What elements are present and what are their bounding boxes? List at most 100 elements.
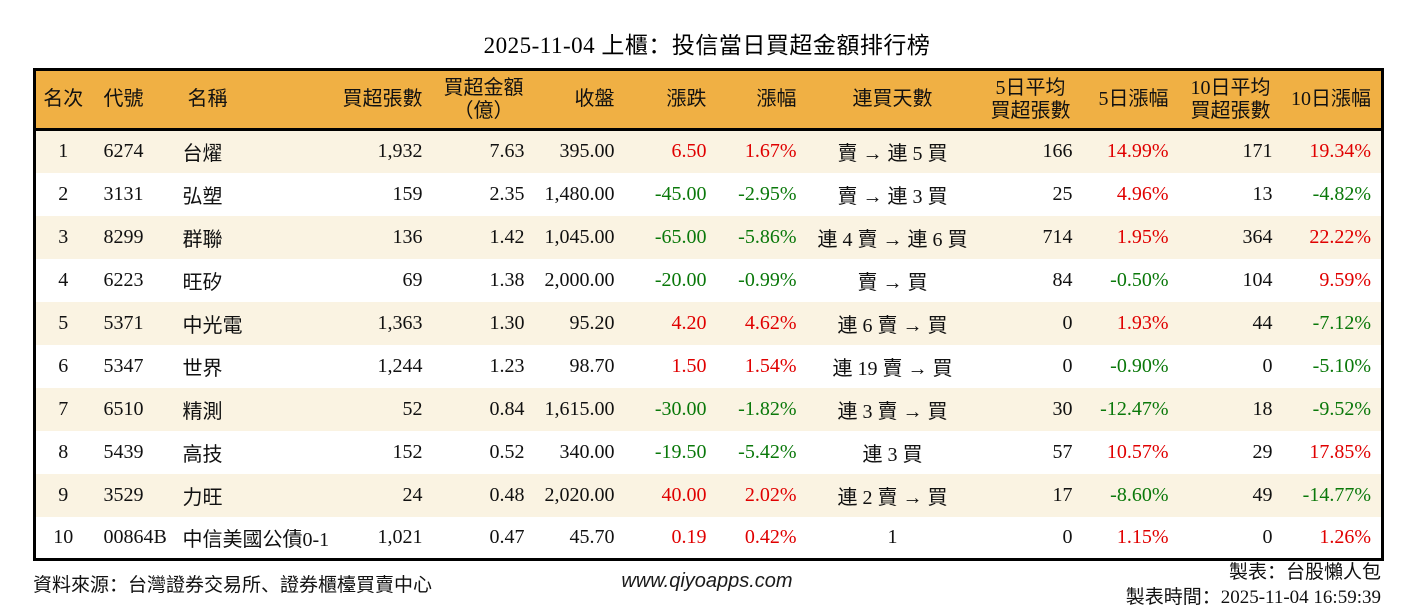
cell-chgpct: 4.62% <box>744 311 797 334</box>
cell-pct10: 9.59% <box>1319 268 1371 291</box>
cell-chg: 4.20 <box>671 311 707 334</box>
cell-close: 95.20 <box>569 311 615 334</box>
cell-chgpct: -5.42% <box>738 440 797 463</box>
cell-pct10: 19.34% <box>1309 140 1371 163</box>
table-row: 9 3529 力旺 24 0.48 2,020.00 40.00 2.02% 連 2 賣 → 買… <box>34 473 1383 517</box>
cell-amount: 0.84 <box>489 397 525 420</box>
cell-avg10: 44 <box>1252 311 1273 334</box>
cell-pct10: -4.82% <box>1312 182 1371 205</box>
cell-chgpct: -1.82% <box>738 397 797 420</box>
cell-rank: 9 <box>58 483 69 506</box>
cell-avg5: 166 <box>1042 140 1073 163</box>
cell-vol: 69 <box>402 268 423 291</box>
cell-name: 弘塑 <box>182 185 223 208</box>
cell-chg: 1.50 <box>671 354 707 377</box>
table-row: 7 6510 精測 52 0.84 1,615.00 -30.00 -1.82% 連 3 賣 →… <box>34 387 1383 431</box>
made-time-label: 製表時間：2025-11-04 16:59:39 <box>1125 587 1381 608</box>
column-header-vol: 買超張數 <box>342 88 423 110</box>
cell-avg5: 84 <box>1052 268 1073 291</box>
cell-name: 世界 <box>182 357 223 380</box>
cell-chgpct: -2.95% <box>738 182 797 205</box>
cell-chgpct: -5.86% <box>738 225 797 248</box>
cell-pct5: -8.60% <box>1110 483 1169 506</box>
cell-chgpct: 0.42% <box>744 525 797 548</box>
cell-rank: 2 <box>58 182 69 205</box>
cell-amount: 7.63 <box>489 140 525 163</box>
cell-avg10: 364 <box>1242 225 1273 248</box>
cell-amount: 1.30 <box>489 311 525 334</box>
page-title: 2025-11-04 上櫃：投信當日買超金額排行榜 <box>483 33 931 58</box>
cell-avg10: 49 <box>1252 483 1273 506</box>
cell-chgpct: 1.54% <box>744 354 797 377</box>
cell-pct5: -0.50% <box>1110 268 1169 291</box>
cell-chg: -30.00 <box>654 397 707 420</box>
cell-pct5: 14.99% <box>1106 140 1169 163</box>
cell-chg: -45.00 <box>654 182 707 205</box>
cell-avg5: 0 <box>1062 354 1073 377</box>
cell-vol: 159 <box>392 182 423 205</box>
cell-chg: 0.19 <box>671 525 707 548</box>
cell-chg: -19.50 <box>654 440 707 463</box>
cell-pct5: 1.95% <box>1116 225 1169 248</box>
cell-rank: 3 <box>58 225 69 248</box>
cell-pct10: 22.22% <box>1309 225 1371 248</box>
cell-close: 1,045.00 <box>544 225 615 248</box>
cell-avg10: 0 <box>1262 354 1273 377</box>
cell-avg10: 104 <box>1242 268 1273 291</box>
cell-vol: 136 <box>392 225 423 248</box>
cell-close: 45.70 <box>569 525 615 548</box>
cell-avg10: 29 <box>1252 440 1273 463</box>
cell-name: 台燿 <box>182 143 223 166</box>
cell-close: 1,480.00 <box>544 182 615 205</box>
cell-rank: 6 <box>58 354 69 377</box>
website-link[interactable]: www.qiyoapps.com <box>621 570 793 592</box>
cell-name: 高技 <box>182 443 223 466</box>
cell-code: 00864B <box>103 525 167 548</box>
cell-streak: 連 3 買 <box>862 443 923 466</box>
cell-vol: 152 <box>392 440 423 463</box>
data-source-note: 資料來源：台灣證券交易所、證券櫃檯買賣中心 <box>33 575 433 596</box>
cell-streak: 連 4 賣 → 連 6 買 <box>817 228 968 251</box>
cell-code: 6223 <box>103 268 144 291</box>
cell-avg10: 171 <box>1242 140 1273 163</box>
cell-avg5: 25 <box>1052 182 1073 205</box>
table-header-row: 名次 代號 名稱 買超張數 買超金額 （億） 收盤 漲跌 漲幅 連買天數 5日平均 買超張數 5日漲… <box>34 69 1383 130</box>
cell-pct10: 1.26% <box>1319 525 1371 548</box>
cell-amount: 1.42 <box>489 225 525 248</box>
cell-name: 中光電 <box>182 314 243 337</box>
cell-close: 2,000.00 <box>544 268 615 291</box>
cell-name: 力旺 <box>182 486 223 509</box>
cell-amount: 1.38 <box>489 268 525 291</box>
column-header-close: 收盤 <box>574 88 615 110</box>
cell-streak: 賣 → 買 <box>857 271 928 294</box>
cell-rank: 8 <box>58 440 69 463</box>
cell-amount: 0.48 <box>489 483 525 506</box>
cell-pct5: 1.93% <box>1116 311 1169 334</box>
cell-amount: 0.47 <box>489 525 525 548</box>
cell-close: 98.70 <box>569 354 615 377</box>
cell-code: 5371 <box>103 311 144 334</box>
column-header-rank: 名次 <box>43 88 84 110</box>
cell-streak: 賣 → 連 5 買 <box>837 143 948 166</box>
cell-code: 3131 <box>103 182 144 205</box>
column-header-pct5: 5日漲幅 <box>1098 88 1169 110</box>
cell-code: 8299 <box>103 225 144 248</box>
column-header-amount: 買超金額 （億） <box>443 76 524 122</box>
cell-code: 5347 <box>103 354 144 377</box>
table-row: 5 5371 中光電 1,363 1.30 95.20 4.20 4.62% 連 6 賣 → 買… <box>34 301 1383 345</box>
cell-pct10: -14.77% <box>1302 483 1371 506</box>
cell-chgpct: 1.67% <box>744 140 797 163</box>
table-row: 10 00864B 中信美國公債0-1 1,021 0.47 45.70 0.19 0.42%… <box>34 516 1383 560</box>
table-body: 1 6274 台燿 1,932 7.63 395.00 6.50 1.67% 賣 → 連 5 買… <box>34 129 1383 560</box>
cell-avg10: 13 <box>1252 182 1273 205</box>
made-by-label: 製表：台股懶人包 <box>1228 562 1381 583</box>
cell-pct10: -7.12% <box>1312 311 1371 334</box>
cell-close: 1,615.00 <box>544 397 615 420</box>
cell-name: 旺矽 <box>182 271 223 294</box>
cell-avg5: 714 <box>1042 225 1073 248</box>
cell-name: 群聯 <box>182 228 223 251</box>
cell-vol: 1,021 <box>377 525 423 548</box>
cell-vol: 1,363 <box>377 311 423 334</box>
column-header-name: 名稱 <box>187 88 228 110</box>
